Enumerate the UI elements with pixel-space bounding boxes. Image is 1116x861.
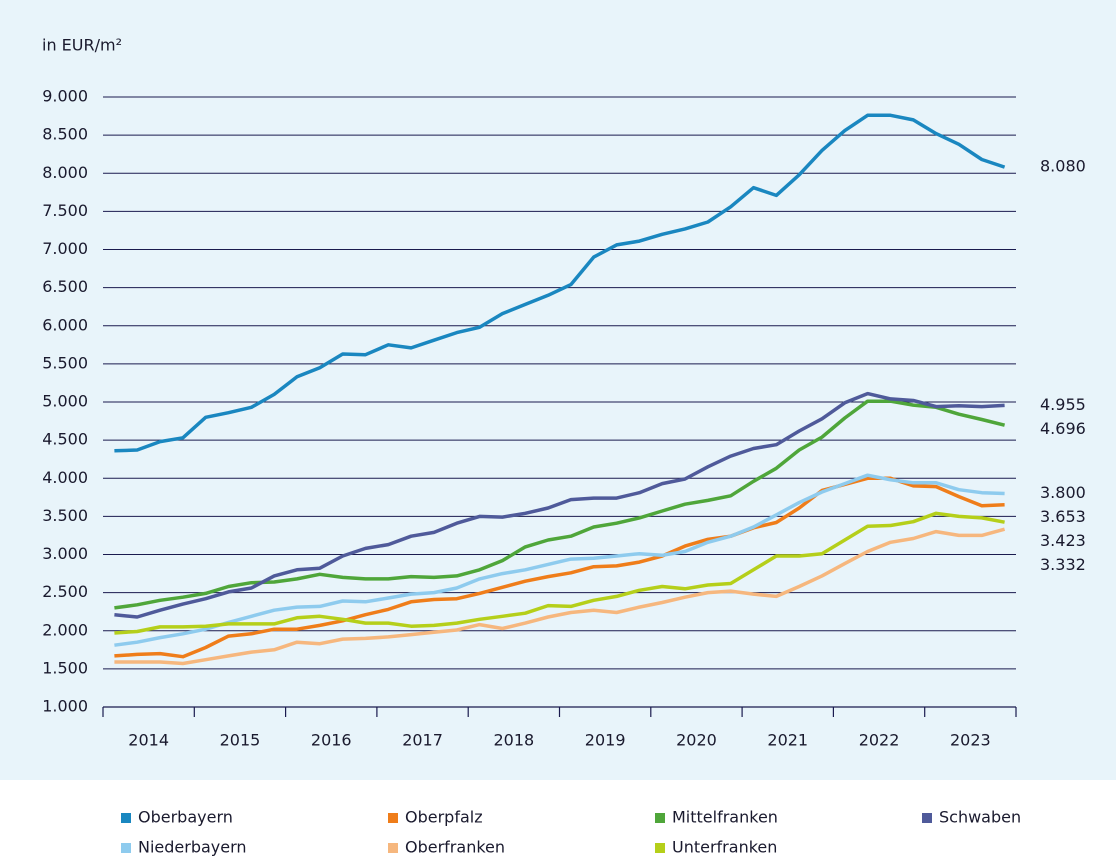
y-tick-label: 5.000	[42, 392, 88, 411]
legend-swatch	[922, 813, 932, 823]
y-tick-label: 7.500	[42, 201, 88, 220]
end-label: 3.653	[1040, 507, 1086, 526]
x-tick-label: 2018	[493, 731, 534, 750]
y-tick-label: 6.500	[42, 277, 88, 296]
x-tick-label: 2019	[585, 731, 626, 750]
y-tick-label: 2.500	[42, 582, 88, 601]
end-label: 8.080	[1040, 157, 1086, 176]
y-tick-label: 2.000	[42, 620, 88, 639]
series-line	[114, 473, 1005, 647]
legend-label: Schwaben	[939, 808, 1021, 827]
series-line	[114, 391, 1005, 619]
legend-label: Oberbayern	[138, 808, 233, 827]
end-label: 4.696	[1040, 419, 1086, 438]
legend-label: Mittelfranken	[672, 808, 778, 827]
y-tick-label: 5.500	[42, 353, 88, 372]
legend-swatch	[388, 813, 398, 823]
series-line	[114, 511, 1005, 635]
x-tick-label: 2016	[311, 731, 352, 750]
x-tick-label: 2015	[220, 731, 261, 750]
legend-label: Unterfranken	[672, 838, 777, 857]
y-tick-label: 4.500	[42, 430, 88, 449]
series-line	[114, 527, 1006, 666]
series-line	[114, 113, 1006, 453]
y-tick-label: 9.000	[42, 87, 88, 106]
x-tick-label: 2020	[676, 731, 717, 750]
end-label: 4.955	[1040, 395, 1086, 414]
legend-label: Oberpfalz	[405, 808, 483, 827]
series-line	[114, 476, 1005, 659]
y-tick-label: 1.000	[42, 697, 88, 716]
x-tick-label: 2021	[767, 731, 808, 750]
legend-swatch	[121, 813, 131, 823]
end-label: 3.423	[1040, 531, 1086, 550]
y-axis-label: in EUR/m²	[42, 36, 122, 55]
x-tick-label: 2017	[402, 731, 443, 750]
y-tick-label: 3.000	[42, 544, 88, 563]
x-tick-label: 2014	[128, 731, 169, 750]
legend-swatch	[388, 843, 398, 853]
y-tick-label: 4.000	[42, 468, 88, 487]
legend-label: Niederbayern	[138, 838, 247, 857]
legend-swatch	[121, 843, 131, 853]
x-tick-label: 2022	[859, 731, 900, 750]
x-tick-label: 2023	[950, 731, 991, 750]
end-label: 3.800	[1040, 483, 1086, 502]
y-tick-label: 1.500	[42, 658, 88, 677]
legend-label: Oberfranken	[405, 838, 505, 857]
legend-swatch	[655, 813, 665, 823]
y-tick-label: 3.500	[42, 506, 88, 525]
legend-swatch	[655, 843, 665, 853]
y-tick-label: 7.000	[42, 239, 88, 258]
y-tick-label: 8.000	[42, 163, 88, 182]
y-tick-label: 6.000	[42, 315, 88, 334]
y-tick-label: 8.500	[42, 125, 88, 144]
end-label: 3.332	[1040, 555, 1086, 574]
